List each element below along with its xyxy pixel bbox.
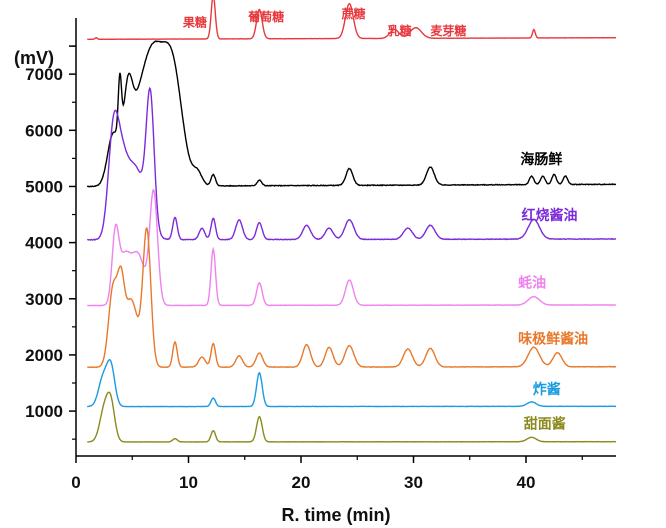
y-tick-label: 1000 [25, 402, 63, 421]
trace-红烧酱油 [86, 86, 617, 241]
axes-group: 0 10 20 30 40 1000 2000 3000 4000 5000 6000 7000 R. … [14, 18, 616, 525]
y-tick-label: 2000 [25, 346, 63, 365]
trace-label: 甜面酱 [524, 415, 566, 432]
peak-label: 葡萄糖 [247, 9, 284, 24]
traces-group [86, 0, 617, 443]
peak-label: 蔗糖 [341, 6, 366, 21]
y-tick-label: 3000 [25, 290, 63, 309]
y-tick-label: 4000 [25, 234, 63, 253]
trace-蚝油 [87, 188, 617, 307]
x-tick-label: 10 [179, 473, 198, 492]
trace-海肠鲜 [86, 40, 617, 188]
trace-味极鲜酱油 [87, 227, 617, 369]
x-tick-label: 30 [404, 473, 423, 492]
x-tick-label: 0 [71, 473, 80, 492]
y-tick-label: 6000 [25, 121, 63, 140]
peak-label: 乳糖 [388, 23, 412, 38]
trace-label: 蚝油 [518, 275, 546, 292]
y-axis-unit: (mV) [14, 48, 54, 68]
trace-甜面酱 [87, 391, 617, 443]
y-tick-label: 7000 [25, 65, 63, 84]
y-tick-label: 5000 [25, 177, 63, 196]
x-axis-title: R. time (min) [281, 505, 390, 525]
trace-label: 海肠鲜 [520, 151, 562, 168]
trace-炸酱 [87, 359, 617, 408]
trace-label: 炸酱 [533, 381, 561, 398]
trace-label: 红烧酱油 [522, 207, 578, 224]
peak-label: 麦芽糖 [430, 23, 466, 38]
trace-standard [87, 0, 617, 41]
trace-label: 味极鲜酱油 [518, 331, 588, 348]
x-tick-label: 20 [292, 473, 311, 492]
peak-label: 果糖 [182, 14, 207, 29]
x-tick-label: 40 [517, 473, 536, 492]
